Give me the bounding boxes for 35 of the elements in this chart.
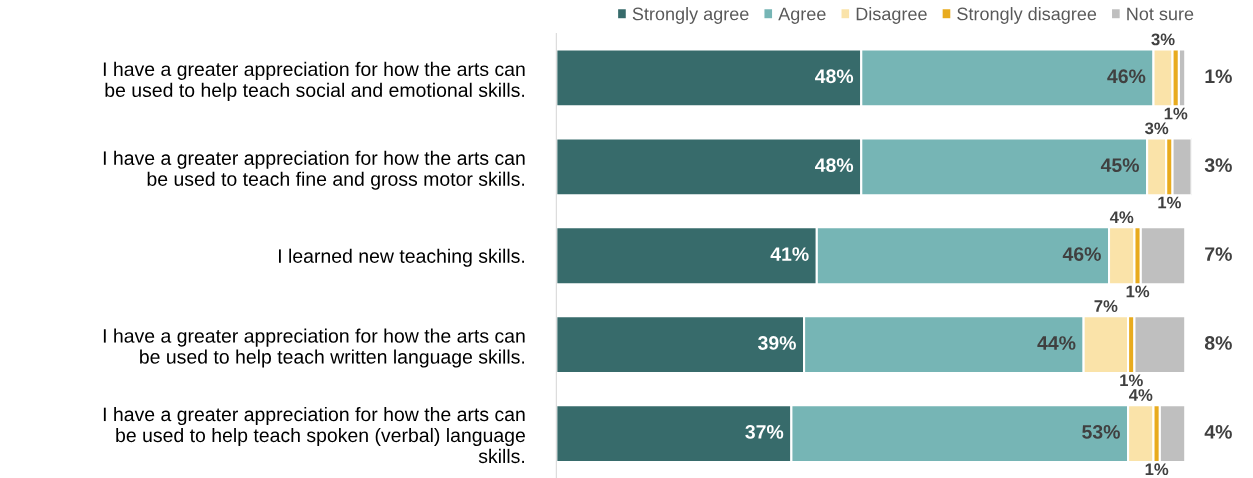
data-label: 8%	[1204, 336, 1232, 350]
legend-label: Strongly agree	[632, 7, 749, 24]
data-label: 1%	[1164, 107, 1188, 120]
data-label: 7%	[1094, 300, 1118, 312]
data-label: 45%	[1100, 158, 1139, 173]
legend-label: Strongly disagree	[957, 7, 1097, 24]
y-tick-label: I have a greater appreciation for how the arts can be used to help teach written language skills.	[103, 328, 525, 368]
data-label: 44%	[1037, 336, 1076, 350]
data-label: 7%	[1205, 247, 1232, 261]
data-label: 1%	[1205, 69, 1232, 84]
data-label: 39%	[757, 336, 796, 350]
data-label: 4%	[1128, 389, 1153, 401]
y-tick-label: I have a greater appreciation for how the arts can be used to help teach spoken (verbal) language skills.	[103, 406, 525, 464]
data-label: 1%	[1145, 463, 1169, 476]
legend-label: Agree	[778, 7, 826, 24]
data-label: 53%	[1082, 425, 1120, 439]
y-tick-label: I have a greater appreciation for how the arts can be used to help teach social and emotional skills.	[103, 61, 525, 101]
y-tick-label: I have a greater appreciation for how the arts can be used to teach fine and gross motor skills.	[103, 150, 525, 190]
data-label: 3%	[1204, 158, 1232, 173]
data-label: 48%	[815, 69, 854, 84]
data-label: 1%	[1120, 374, 1143, 387]
data-label: 46%	[1107, 69, 1146, 84]
y-tick-label: I learned new teaching skills.	[279, 248, 525, 267]
data-label: 1%	[1158, 196, 1181, 209]
data-label: 3%	[1151, 33, 1175, 46]
legend-label: Not sure	[1127, 7, 1194, 21]
data-label: 4%	[1204, 425, 1232, 439]
data-label: 3%	[1145, 122, 1169, 135]
data-label: 37%	[745, 425, 784, 439]
legend-label: Disagree	[856, 7, 927, 24]
data-label: 1%	[1126, 285, 1150, 298]
data-label: 48%	[815, 158, 854, 173]
data-label: 46%	[1062, 247, 1101, 261]
data-label: 4%	[1109, 211, 1134, 224]
data-label: 41%	[770, 247, 809, 261]
